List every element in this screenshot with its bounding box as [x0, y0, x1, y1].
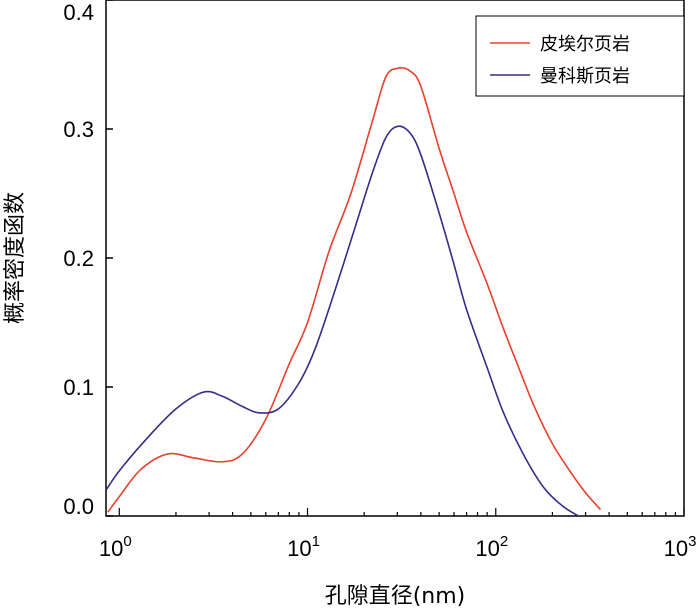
series-line-2	[106, 125, 581, 516]
legend-label-series-1: 皮埃尔页岩	[540, 34, 630, 55]
x-axis: 100 101 102 103	[99, 508, 697, 561]
legend-box	[475, 15, 685, 97]
series-lines	[106, 67, 602, 516]
y-tick-label: 0.2	[63, 246, 94, 271]
series-line-1	[107, 67, 602, 513]
x-tick-label: 103	[664, 533, 697, 561]
x-axis-title: 孔隙直径(nm)	[325, 584, 466, 609]
legend-label-series-2: 曼科斯页岩	[540, 66, 630, 87]
y-tick-label: 0.3	[63, 117, 94, 142]
y-tick-label: 0.4	[63, 0, 94, 25]
y-tick-label: 0.0	[63, 494, 94, 519]
x-tick-label: 102	[475, 533, 508, 561]
y-axis: 0.0 0.1 0.2 0.3 0.4	[63, 0, 113, 519]
x-tick-label: 101	[287, 533, 320, 561]
x-tick-label: 100	[99, 533, 132, 561]
y-axis-title: 概率密度函数	[3, 192, 28, 324]
y-tick-label: 0.1	[63, 375, 94, 400]
legend: 皮埃尔页岩 曼科斯页岩	[475, 15, 685, 97]
